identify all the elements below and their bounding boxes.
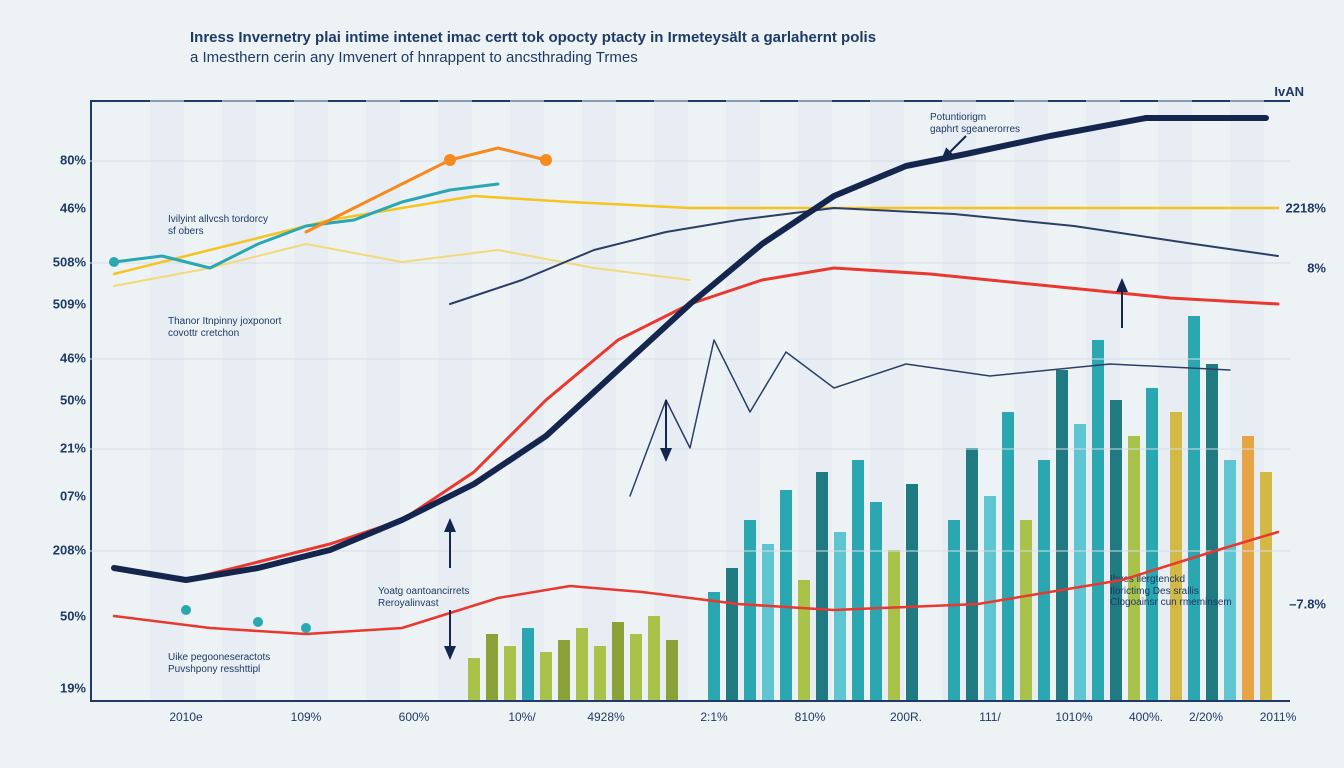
bar: [834, 532, 846, 700]
bg-stripe: [438, 100, 472, 700]
bar: [540, 652, 552, 700]
bar: [888, 550, 900, 700]
bar: [558, 640, 570, 700]
bar: [708, 592, 720, 700]
bar: [522, 628, 534, 700]
x-tick: 1010%: [1055, 710, 1092, 724]
bg-stripe: [582, 100, 616, 700]
bar: [576, 628, 588, 700]
chart-title: Inress Invernetry plai intime intenet im…: [190, 28, 1090, 69]
bg-stripe: [510, 100, 544, 700]
line-series: [450, 208, 1278, 304]
x-tick: 2/20%: [1189, 710, 1223, 724]
y-tick: 46%: [28, 201, 86, 216]
x-tick: 2011%: [1260, 710, 1296, 724]
y-right-tick: 8%: [1307, 261, 1326, 276]
bar: [984, 496, 996, 700]
chart-root: { "title": { "line1": "Inress Invernetry…: [0, 0, 1344, 768]
annotation: Yoatg oantoancirretsReroyalinvast: [378, 586, 469, 609]
y-tick: 508%: [28, 255, 86, 270]
bar: [648, 616, 660, 700]
frame-bottom: [90, 700, 1290, 702]
bar: [1188, 316, 1200, 700]
bar: [816, 472, 828, 700]
y-tick: 50%: [28, 609, 86, 624]
annotation: Potuntiorigmgaphrt sgeanerorres: [930, 112, 1020, 135]
bar: [468, 658, 480, 700]
bar: [726, 568, 738, 700]
title-line-1: Inress Invernetry plai intime intenet im…: [190, 28, 1090, 48]
bar: [966, 448, 978, 700]
bg-stripe: [222, 100, 256, 700]
x-tick: 111/: [979, 710, 1001, 724]
bar: [1002, 412, 1014, 700]
y-tick: 50%: [28, 393, 86, 408]
bar: [504, 646, 516, 700]
bar: [1020, 520, 1032, 700]
x-tick: 200R.: [890, 710, 922, 724]
y-tick: 46%: [28, 351, 86, 366]
y-tick: 19%: [28, 681, 86, 696]
annotation: Ivilyint allvcsh tordorcysf obers: [168, 214, 268, 237]
bar: [870, 502, 882, 700]
line-series: [630, 340, 1230, 496]
x-tick: 600%: [399, 710, 430, 724]
bar: [798, 580, 810, 700]
x-tick: 10%/: [508, 710, 535, 724]
bar: [1206, 364, 1218, 700]
annotation: Thanor Itnpinny joxponortcovottr cretcho…: [168, 316, 281, 339]
x-tick: 4928%: [587, 710, 624, 724]
x-tick: 2010e: [169, 710, 202, 724]
bar: [1038, 460, 1050, 700]
y-right-tick: 2218%: [1286, 201, 1326, 216]
bg-stripe: [150, 100, 184, 700]
y-tick: 208%: [28, 543, 86, 558]
bar: [1260, 472, 1272, 700]
bg-stripe: [366, 100, 400, 700]
bar: [744, 520, 756, 700]
bg-stripe: [294, 100, 328, 700]
bar: [594, 646, 606, 700]
bar: [666, 640, 678, 700]
bar: [486, 634, 498, 700]
x-tick: 2:1%: [700, 710, 727, 724]
x-tick: 810%: [795, 710, 826, 724]
bar: [1092, 340, 1104, 700]
frame-left: [90, 100, 92, 700]
bar: [906, 484, 918, 700]
y-tick: 21%: [28, 441, 86, 456]
bar: [762, 544, 774, 700]
y-right-tick: –7.8%: [1289, 597, 1326, 612]
y-tick: 509%: [28, 297, 86, 312]
bar: [612, 622, 624, 700]
annotation: Uike pegooneseractotsPuvshpony resshttip…: [168, 652, 270, 675]
bar: [1128, 436, 1140, 700]
bar: [852, 460, 864, 700]
bg-stripe: [654, 100, 688, 700]
bar: [1170, 412, 1182, 700]
bar: [1146, 388, 1158, 700]
annotation: Ihves ilergtenckdIlorictimg Des srallisC…: [1110, 574, 1232, 609]
y-tick: 80%: [28, 153, 86, 168]
bar: [1242, 436, 1254, 700]
y-tick: 07%: [28, 489, 86, 504]
bar: [1074, 424, 1086, 700]
bar: [1056, 370, 1068, 700]
unit-label: IvAN: [1274, 84, 1304, 99]
bar: [780, 490, 792, 700]
x-tick: 109%: [291, 710, 322, 724]
title-line-2: a Imesthern cerin any Imvenert of hnrapp…: [190, 48, 1090, 68]
bar: [630, 634, 642, 700]
bar: [948, 520, 960, 700]
x-tick: 400%.: [1129, 710, 1163, 724]
